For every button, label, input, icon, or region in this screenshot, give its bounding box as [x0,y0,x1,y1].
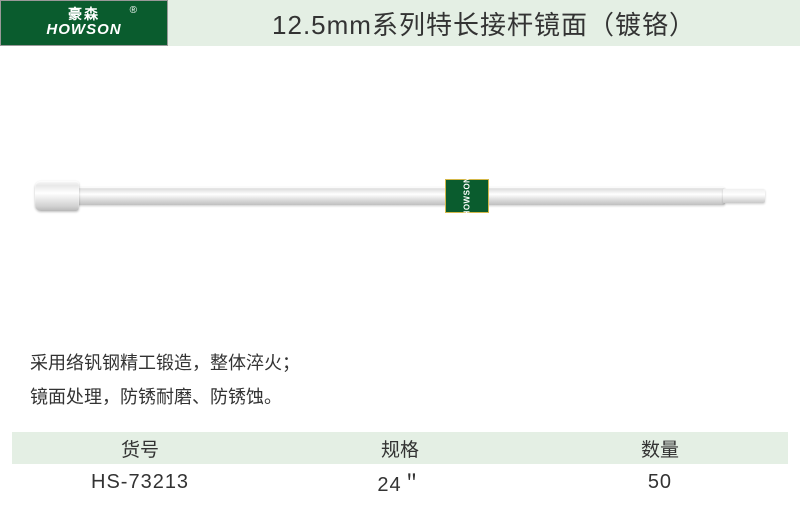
logo-english: HOWSON [46,21,121,39]
bar-shaft [75,187,725,205]
cell-qty: 50 [532,471,788,494]
header: ® 豪森 HOWSON 12.5mm系列特长接杆镜面（镀铬） [0,0,800,46]
extension-bar: HOWSON [35,184,765,208]
spec-table: 货号 规格 数量 HS-73213 24＂ 50 [12,432,788,500]
desc-line-2: 镜面处理，防锈耐磨、防锈蚀。 [30,380,770,414]
cell-spec: 24＂ [268,468,532,497]
cell-partno: HS-73213 [12,471,268,494]
product-image-area: HOWSON [0,46,800,346]
bar-drive-tip [723,189,765,203]
registered-mark: ® [130,5,137,16]
bar-socket-head [35,181,79,211]
product-description: 采用络钒钢精工锻造，整体淬火； 镜面处理，防锈耐磨、防锈蚀。 [0,346,800,432]
table-header-row: 货号 规格 数量 [12,432,788,464]
logo-chinese: 豪森 [68,7,100,21]
header-qty: 数量 [532,435,788,462]
header-spec: 规格 [268,435,532,462]
desc-line-1: 采用络钒钢精工锻造，整体淬火； [30,346,770,380]
product-title: 12.5mm系列特长接杆镜面（镀铬） [168,0,800,46]
header-partno: 货号 [12,435,268,462]
table-row: HS-73213 24＂ 50 [12,464,788,500]
brand-label-tag: HOWSON [445,179,489,213]
brand-logo: ® 豪森 HOWSON [0,0,168,46]
label-tag-text: HOWSON [462,176,471,216]
